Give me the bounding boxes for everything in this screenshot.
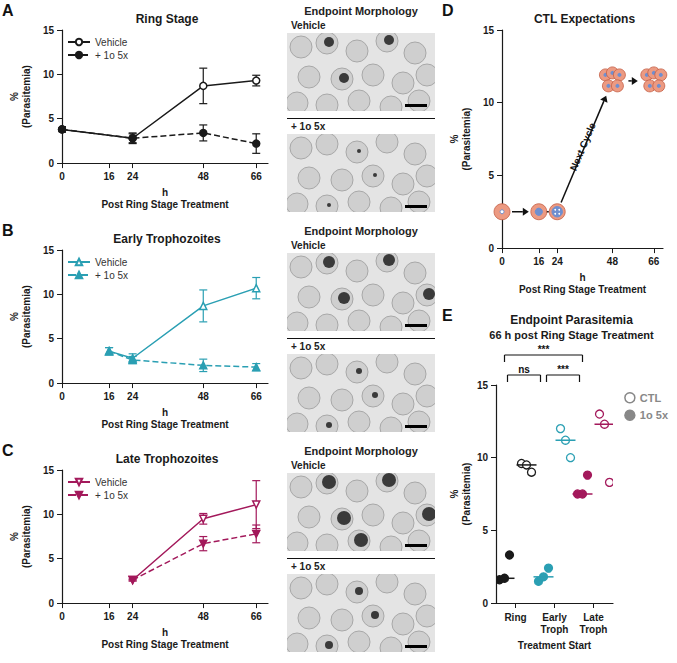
svg-text:***: *** — [557, 364, 569, 375]
svg-text:D: D — [442, 2, 454, 19]
svg-text:66 h post Ring Stage Treatment: 66 h post Ring Stage Treatment — [489, 329, 654, 341]
svg-text:Late Trophozoites: Late Trophozoites — [116, 452, 219, 466]
svg-text:24: 24 — [552, 256, 564, 267]
svg-text:24: 24 — [127, 611, 139, 622]
svg-text:C: C — [2, 442, 14, 459]
svg-text:5: 5 — [488, 170, 494, 181]
svg-text:15: 15 — [43, 25, 55, 36]
svg-text:5: 5 — [48, 333, 54, 344]
svg-text:h: h — [579, 272, 585, 283]
svg-text:66: 66 — [251, 391, 263, 402]
svg-text:66: 66 — [648, 256, 660, 267]
html-text:Vehicle: Vehicle — [291, 460, 326, 471]
svg-text:Ring Stage: Ring Stage — [136, 12, 199, 26]
svg-text:A: A — [2, 2, 14, 19]
svg-text:16: 16 — [104, 171, 116, 182]
svg-text:(Parasitemia): (Parasitemia) — [461, 108, 472, 171]
svg-text:+ 1o 5x: + 1o 5x — [95, 270, 128, 281]
svg-text:48: 48 — [607, 256, 619, 267]
svg-text:10: 10 — [43, 69, 55, 80]
svg-text:%: % — [9, 312, 20, 321]
svg-text:0: 0 — [48, 598, 54, 609]
svg-text:(Parasitemia): (Parasitemia) — [21, 285, 32, 348]
html-text:Endpoint Morphology: Endpoint Morphology — [304, 5, 418, 17]
svg-text:15: 15 — [43, 465, 55, 476]
svg-text:66: 66 — [251, 171, 263, 182]
svg-text:48: 48 — [198, 611, 210, 622]
svg-text:Ring: Ring — [504, 612, 526, 623]
svg-text:Post Ring Stage Treatment: Post Ring Stage Treatment — [101, 639, 229, 650]
html-text:Endpoint Morphology: Endpoint Morphology — [304, 225, 418, 237]
svg-text:E: E — [442, 307, 453, 324]
svg-text:Post Ring Stage Treatment: Post Ring Stage Treatment — [101, 199, 229, 210]
svg-text:Treatment Start: Treatment Start — [518, 640, 592, 651]
svg-text:%: % — [9, 532, 20, 541]
svg-text:Late: Late — [583, 612, 604, 623]
html-text:+ 1o 5x: + 1o 5x — [291, 561, 326, 572]
svg-text:ns: ns — [518, 364, 530, 375]
svg-text:16: 16 — [533, 256, 545, 267]
svg-text:48: 48 — [198, 391, 210, 402]
svg-text:0: 0 — [482, 598, 488, 609]
svg-text:5: 5 — [48, 553, 54, 564]
svg-text:Vehicle: Vehicle — [95, 37, 128, 48]
svg-text:10: 10 — [483, 97, 495, 108]
svg-text:h: h — [162, 407, 168, 418]
svg-text:Troph: Troph — [580, 624, 608, 635]
svg-text:10: 10 — [43, 509, 55, 520]
svg-text:+ 1o 5x: + 1o 5x — [95, 50, 128, 61]
svg-text:Early Trophozoites: Early Trophozoites — [113, 232, 221, 246]
svg-text:B: B — [2, 222, 14, 239]
svg-text:%: % — [449, 489, 460, 498]
svg-text:10: 10 — [477, 452, 489, 463]
svg-text:***: *** — [538, 344, 550, 355]
svg-text:0: 0 — [48, 378, 54, 389]
svg-text:0: 0 — [59, 391, 65, 402]
svg-text:0: 0 — [59, 171, 65, 182]
svg-text:10: 10 — [43, 289, 55, 300]
svg-text:Vehicle: Vehicle — [95, 477, 128, 488]
svg-text:Troph: Troph — [541, 624, 569, 635]
html-text:Vehicle: Vehicle — [291, 240, 326, 251]
svg-text:0: 0 — [59, 611, 65, 622]
svg-text:Endpoint Parasitemia: Endpoint Parasitemia — [510, 313, 633, 327]
svg-text:Post Ring Stage Treatment: Post Ring Stage Treatment — [101, 419, 229, 430]
svg-text:Next Cycle: Next Cycle — [568, 121, 598, 173]
html-text:Vehicle: Vehicle — [291, 20, 326, 31]
svg-text:(Parasitemia): (Parasitemia) — [21, 505, 32, 568]
svg-text:48: 48 — [198, 171, 210, 182]
svg-text:Early: Early — [542, 612, 567, 623]
svg-text:15: 15 — [43, 245, 55, 256]
svg-text:66: 66 — [251, 611, 263, 622]
svg-text:16: 16 — [104, 611, 116, 622]
html-text:+ 1o 5x: + 1o 5x — [291, 341, 326, 352]
svg-text:24: 24 — [127, 171, 139, 182]
svg-text:+ 1o 5x: + 1o 5x — [95, 490, 128, 501]
svg-text:CTL: CTL — [640, 392, 662, 404]
svg-text:(Parasitemia): (Parasitemia) — [21, 65, 32, 128]
svg-text:15: 15 — [483, 25, 495, 36]
svg-text:15: 15 — [477, 380, 489, 391]
svg-text:1o 5x: 1o 5x — [640, 409, 669, 421]
html-text:+ 1o 5x: + 1o 5x — [291, 121, 326, 132]
svg-text:CTL Expectations: CTL Expectations — [534, 12, 635, 26]
svg-text:0: 0 — [48, 158, 54, 169]
svg-text:h: h — [162, 627, 168, 638]
svg-text:5: 5 — [48, 113, 54, 124]
html-text:Endpoint Morphology: Endpoint Morphology — [304, 445, 418, 457]
svg-text:%: % — [449, 135, 460, 144]
svg-text:Post Ring Stage Treatment: Post Ring Stage Treatment — [519, 284, 647, 295]
svg-text:(Parasitemia): (Parasitemia) — [461, 463, 472, 526]
svg-text:0: 0 — [499, 256, 505, 267]
svg-text:5: 5 — [482, 525, 488, 536]
svg-text:%: % — [9, 92, 20, 101]
svg-text:24: 24 — [127, 391, 139, 402]
svg-text:16: 16 — [104, 391, 116, 402]
svg-text:h: h — [162, 187, 168, 198]
svg-text:Vehicle: Vehicle — [95, 257, 128, 268]
svg-text:0: 0 — [488, 243, 494, 254]
